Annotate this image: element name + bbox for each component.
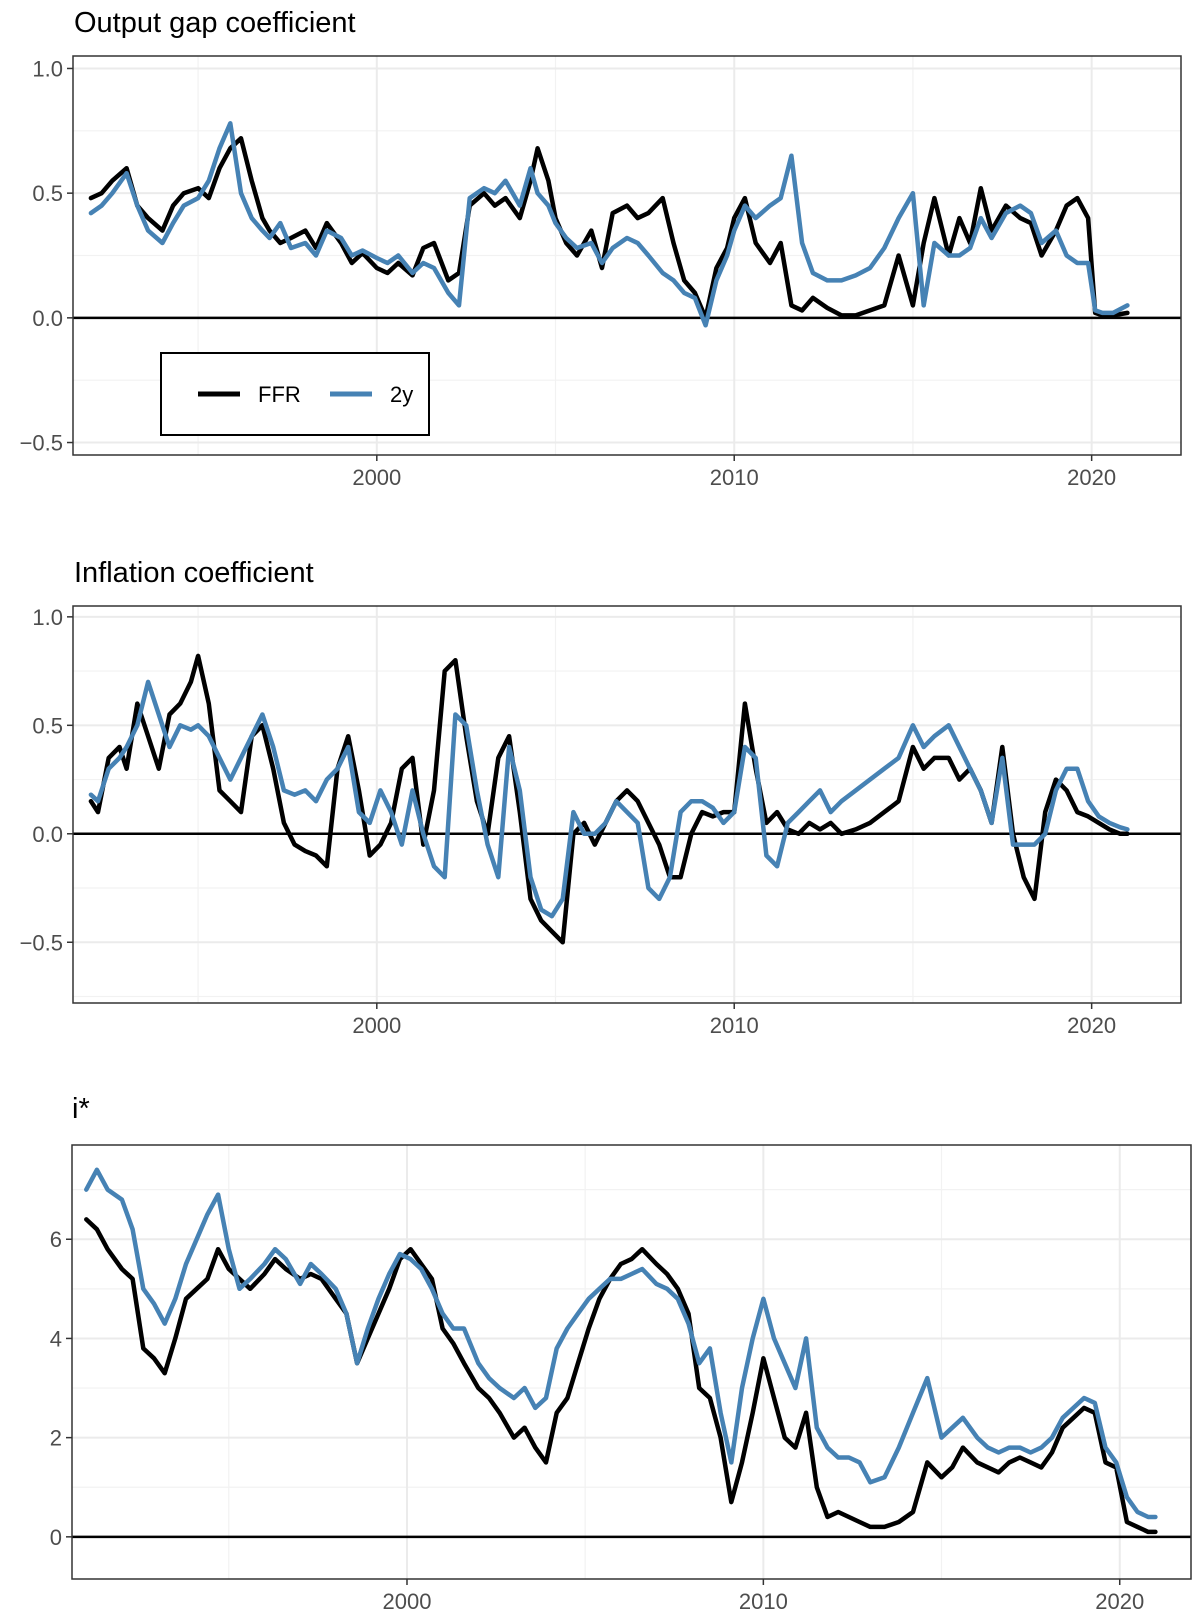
plot-area	[73, 606, 1181, 1003]
legend-label-ffr: FFR	[258, 382, 301, 407]
plot-area	[72, 1145, 1191, 1579]
x-tick-label: 2010	[710, 1013, 759, 1038]
y-tick-label: 0.0	[32, 822, 63, 847]
panel-title: i*	[72, 1093, 90, 1125]
y-tick-label: 0.0	[32, 306, 63, 331]
series-line-2y	[88, 121, 1130, 328]
series-line-ffr	[84, 1217, 1158, 1535]
y-tick-label: −0.5	[20, 930, 63, 955]
x-tick-label: 2020	[1067, 1013, 1116, 1038]
x-tick-label: 2000	[352, 1013, 401, 1038]
x-tick-label: 2020	[1095, 1589, 1144, 1614]
panel-border	[71, 1144, 1192, 1580]
panel-title: Output gap coefficient	[74, 7, 356, 39]
y-tick-label: 0.5	[32, 713, 63, 738]
y-tick-label: 6	[50, 1227, 62, 1252]
legend-label-2y: 2y	[390, 382, 413, 407]
y-tick-label: 0	[50, 1525, 62, 1550]
series-line-2y	[88, 679, 1130, 919]
y-tick-label: 2	[50, 1426, 62, 1451]
panel-border	[72, 605, 1182, 1004]
panel-istar: i* 0 2 4 6 2000 2010 2020	[50, 1093, 1192, 1614]
x-tick-label: 2010	[739, 1589, 788, 1614]
x-tick-label: 2000	[383, 1589, 432, 1614]
series-line-ffr	[88, 136, 1130, 321]
x-tick-label: 2010	[710, 465, 759, 490]
panel-inflation: Inflation coefficient −0.5 0.0 0.5 1.0 2000 2…	[20, 557, 1182, 1038]
x-tick-label: 2020	[1067, 465, 1116, 490]
panel-border	[72, 55, 1182, 456]
y-tick-label: 0.5	[32, 181, 63, 206]
y-tick-label: 4	[50, 1326, 62, 1351]
panel-title: Inflation coefficient	[74, 557, 314, 589]
y-tick-label: −0.5	[20, 431, 63, 456]
y-tick-label: 1.0	[32, 605, 63, 630]
y-tick-label: 1.0	[32, 56, 63, 81]
x-tick-label: 2000	[352, 465, 401, 490]
series-line-2y	[84, 1167, 1158, 1520]
legend: FFR 2y	[160, 352, 430, 436]
